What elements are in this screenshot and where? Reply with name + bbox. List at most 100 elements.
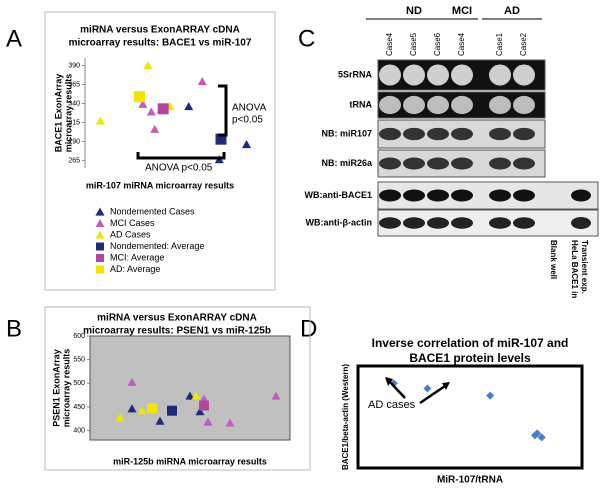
marker [530,431,539,440]
legend-label: MCI Cases [110,218,155,228]
band [379,189,401,202]
lane-label: HeLa BACE1 in [570,240,579,298]
y-tick-label: 390 [68,62,80,69]
y-tick-label: 315 [68,119,80,126]
band [513,217,535,229]
band [513,95,535,115]
row-label: NB: miR107 [321,128,372,138]
chart-title: miRNA versus ExonARRAY cDNA [80,25,240,36]
marker [95,207,105,216]
legend-label: AD Cases [110,229,151,239]
band [513,157,535,170]
marker [157,103,169,115]
y-axis-label: microarray results [61,349,71,428]
chart-title: miRNA versus ExonARRAY cDNA [97,313,257,324]
legend-label: Nondemented: Average [110,241,204,251]
arrow-head [385,377,393,386]
band [451,95,473,115]
band [403,217,425,229]
arrow [389,381,406,399]
marker [486,391,495,400]
marker [215,133,227,145]
band [427,64,449,86]
band [571,217,591,229]
row-label: NB: miR26a [321,158,373,168]
panel-letter: D [300,315,317,342]
legend-label: Nondemented Cases [110,206,195,216]
lane-label: Case4 [457,32,466,56]
marker [155,416,165,425]
band [379,127,401,141]
y-tick-label: 340 [68,100,80,107]
x-axis-label: miR-107 miRNA microarray results [86,180,234,190]
y-axis-label: BACE1/beta-actin (Western) [341,364,350,470]
marker [184,102,194,111]
marker [423,384,432,393]
marker [147,403,157,414]
band [379,95,401,115]
band [451,189,473,202]
lane-label: Case5 [409,32,418,56]
y-tick-label: 365 [68,81,80,88]
chart-title: microarray results: BACE1 vs miR-107 [69,38,252,49]
marker [203,417,213,426]
annotation: ANOVA [232,103,267,114]
panel-frame [44,11,276,291]
annotation: p<0.05 [232,115,263,126]
group-label: AD [504,5,520,17]
panel-letter: B [6,315,22,342]
annotation: AD cases [368,399,416,411]
marker [133,91,145,103]
band [451,64,473,86]
marker [271,391,281,400]
annotation: ANOVA p<0.05 [145,163,213,174]
y-tick-label: 550 [73,356,85,363]
lane-label: Case4 [385,32,394,56]
marker [199,400,209,411]
y-tick-label: 265 [68,157,80,164]
x-axis-label: miR-125b miRNA microarray results [113,456,267,466]
marker [96,265,104,274]
chart-title: Inverse correlation of miR-107 and [372,336,569,350]
y-axis-label: microarray results [63,74,73,153]
marker [115,413,125,422]
y-axis-label: BACE1 ExonArray [53,74,63,153]
plot-area [356,364,584,470]
marker [197,77,207,86]
marker [185,391,195,400]
arrow-head [442,382,450,390]
marker [138,99,148,108]
marker [146,107,156,116]
panel-letter: A [6,25,22,52]
band [379,217,401,229]
lane-label: Blank well [549,240,558,279]
plot-area [85,58,255,168]
chart-title: BACE1 protein levels [409,351,531,365]
bracket [218,84,228,137]
marker [191,391,201,400]
y-tick-label: 500 [73,380,85,387]
band [403,95,425,115]
lane-label: Case2 [519,32,528,56]
band [513,127,535,141]
band [451,217,473,229]
legend-label: MCI: Average [110,252,164,262]
lane-label: Case6 [433,32,442,56]
band [403,127,425,141]
band [403,189,425,202]
y-tick-label: 290 [68,138,80,145]
row-label: WB:anti-BACE1 [305,190,373,200]
band [451,127,473,141]
band [571,189,591,202]
band [427,127,449,141]
band [427,157,449,170]
chart-title: microarray results: PSEN1 vs miR-125b [83,326,271,337]
band [403,157,425,170]
panel-frame [44,306,311,471]
marker [143,61,153,70]
row-label: WB:anti-β-actin [306,217,373,227]
x-axis-label: MiR-107/tRNA [437,475,503,486]
band [489,217,511,229]
marker [137,406,147,415]
